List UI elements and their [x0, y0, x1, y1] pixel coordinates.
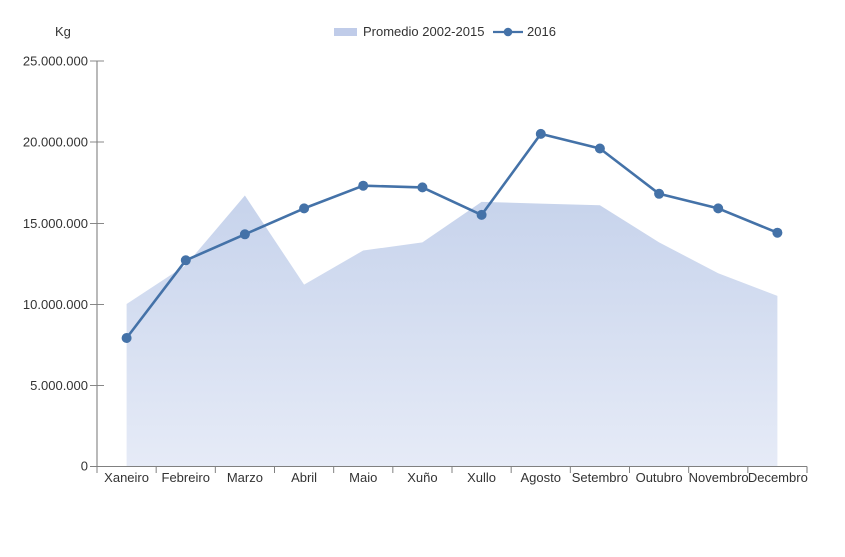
svg-text:10.000.000: 10.000.000	[23, 297, 88, 312]
svg-text:25.000.000: 25.000.000	[23, 54, 88, 69]
svg-text:15.000.000: 15.000.000	[23, 216, 88, 231]
svg-text:0: 0	[81, 459, 88, 474]
svg-text:5.000.000: 5.000.000	[30, 378, 88, 393]
svg-text:20.000.000: 20.000.000	[23, 135, 88, 150]
